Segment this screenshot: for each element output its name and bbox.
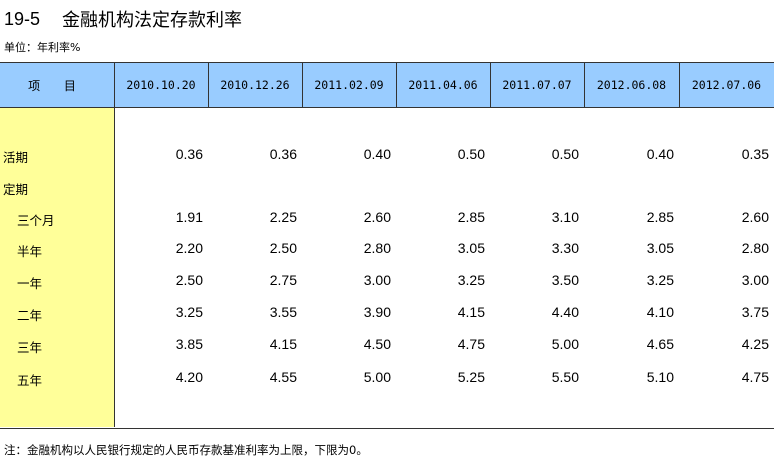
rate-cell: 2.60 (363, 209, 391, 225)
column-header: 2011.02.09 (314, 78, 384, 92)
rate-cell: 3.25 (646, 272, 674, 288)
rate-cell: 3.85 (175, 336, 203, 352)
column-divider (208, 63, 209, 107)
rate-cell: 2.75 (269, 272, 297, 288)
column-header: 2010.10.20 (126, 78, 196, 92)
row-label: 三年 (17, 340, 43, 355)
rate-cell: 2.85 (646, 209, 674, 225)
footnote: 注：金融机构以人民银行规定的人民币存款基准利率为上限，下限为0。 (4, 443, 368, 457)
rate-cell: 3.30 (551, 240, 579, 256)
rate-cell: 4.25 (741, 336, 769, 352)
rate-cell: 5.00 (363, 369, 391, 385)
rate-cell: 4.15 (457, 304, 485, 320)
rate-cell: 0.36 (175, 146, 203, 162)
row-label: 一年 (17, 276, 43, 291)
rate-cell: 4.10 (646, 304, 674, 320)
rate-cell: 5.00 (551, 336, 579, 352)
rate-cell: 3.00 (363, 272, 391, 288)
rate-cell: 2.60 (741, 209, 769, 225)
column-header: 2011.04.06 (408, 78, 478, 92)
unit-note: 单位：年利率% (4, 41, 81, 54)
row-label: 活期 (3, 150, 29, 165)
rate-cell: 3.50 (551, 272, 579, 288)
header-corner-label: 项 目 (28, 78, 86, 93)
rate-cell: 0.50 (457, 146, 485, 162)
table-frame: 项 目 2010.10.20 2010.12.26 2011.02.09 2011.04… (0, 63, 774, 427)
rate-cell: 4.40 (551, 304, 579, 320)
rate-cell: 3.25 (457, 272, 485, 288)
rate-cell: 1.91 (175, 209, 203, 225)
column-divider (584, 63, 585, 107)
rate-cell: 2.50 (175, 272, 203, 288)
row-label: 半年 (17, 244, 43, 259)
rate-cell: 5.50 (551, 369, 579, 385)
rate-cell: 2.20 (175, 240, 203, 256)
rate-cell: 4.15 (269, 336, 297, 352)
column-divider (490, 63, 491, 107)
rate-cell: 2.25 (269, 209, 297, 225)
rate-cell: 0.40 (646, 146, 674, 162)
page-title: 19-5 金融机构法定存款利率 (4, 6, 242, 32)
column-divider (679, 63, 680, 107)
rate-cell: 3.05 (457, 240, 485, 256)
rate-cell: 2.50 (269, 240, 297, 256)
rate-cell: 3.25 (175, 304, 203, 320)
column-divider (114, 63, 115, 427)
rate-cell: 0.36 (269, 146, 297, 162)
rate-cell: 2.80 (363, 240, 391, 256)
rate-cell: 4.20 (175, 369, 203, 385)
rate-cell: 4.75 (741, 369, 769, 385)
rate-cell: 3.10 (551, 209, 579, 225)
column-header: 2012.07.06 (691, 78, 762, 92)
row-label-column (0, 108, 114, 427)
row-label: 五年 (17, 373, 43, 388)
rate-cell: 3.00 (741, 272, 769, 288)
rate-cell: 4.75 (457, 336, 485, 352)
row-label: 定期 (3, 182, 29, 197)
row-label: 二年 (17, 308, 43, 323)
rate-cell: 4.55 (269, 369, 297, 385)
rate-cell: 3.55 (269, 304, 297, 320)
rate-cell: 0.40 (363, 146, 391, 162)
column-divider (396, 63, 397, 107)
rate-cell: 3.05 (646, 240, 674, 256)
rate-cell: 5.10 (646, 369, 674, 385)
column-header: 2010.12.26 (220, 78, 290, 92)
row-label: 三个月 (17, 213, 55, 228)
rate-cell: 2.85 (457, 209, 485, 225)
column-header: 2011.07.07 (502, 78, 572, 92)
rate-cell: 2.80 (741, 240, 769, 256)
rate-cell: 5.25 (457, 369, 485, 385)
table-title: 金融机构法定存款利率 (62, 10, 243, 31)
rate-cell: 0.50 (551, 146, 579, 162)
rate-cell: 0.35 (741, 146, 769, 162)
column-divider (302, 63, 303, 107)
column-header: 2012.06.08 (596, 78, 667, 92)
rate-cell: 4.65 (646, 336, 674, 352)
rate-cell: 3.75 (741, 304, 769, 320)
rate-cell: 3.90 (363, 304, 391, 320)
rate-table: 项 目 2010.10.20 2010.12.26 2011.02.09 2011.04… (0, 62, 774, 429)
table-header (0, 63, 774, 108)
rate-cell: 4.50 (363, 336, 391, 352)
table-number: 19-5 (4, 8, 41, 29)
